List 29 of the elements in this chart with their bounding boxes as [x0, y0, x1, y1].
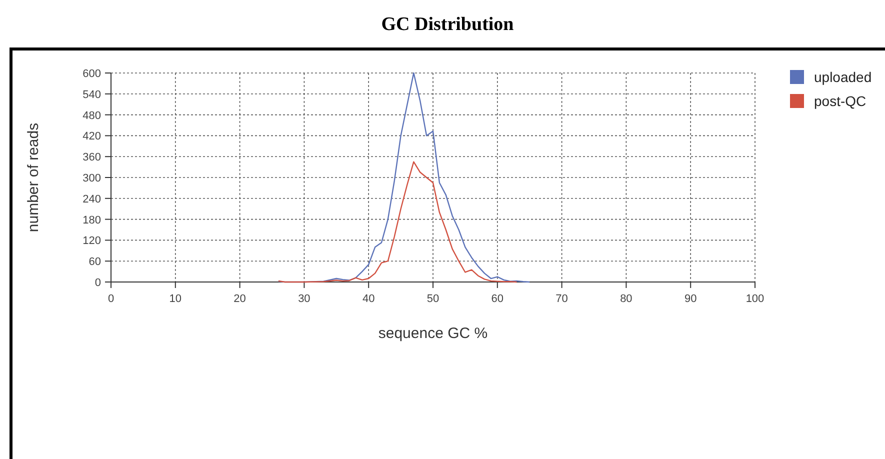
x-tick-label: 50: [426, 293, 440, 305]
chart-title: GC Distribution: [381, 14, 514, 35]
legend-label: post-QC: [814, 93, 866, 109]
x-tick-label: 20: [234, 293, 246, 305]
y-tick-label: 600: [82, 68, 101, 80]
x-tick-label: 60: [491, 293, 504, 305]
y-tick-label: 360: [82, 152, 101, 164]
x-tick-label: 40: [362, 293, 375, 305]
y-axis-title: number of reads: [25, 122, 42, 232]
y-tick-label: 180: [82, 214, 101, 226]
y-tick-label: 0: [94, 277, 101, 289]
line-series: [278, 72, 530, 283]
x-tick-label: 70: [556, 293, 568, 305]
y-tick-label: 60: [88, 256, 101, 268]
x-tick-label: 100: [746, 293, 764, 305]
x-tick-label: 80: [620, 293, 632, 305]
y-tick-label: 120: [82, 235, 101, 248]
y-tick-label: 240: [82, 193, 101, 206]
x-tick-label: 30: [298, 293, 310, 305]
x-tick-label: 0: [108, 293, 114, 305]
y-tick-label: 480: [82, 110, 101, 122]
x-tick-label: 10: [169, 293, 182, 305]
legend-label: uploaded: [814, 69, 872, 85]
y-tick-label: 540: [82, 88, 101, 101]
x-tick-label: 90: [684, 293, 697, 305]
line-series: [278, 161, 518, 283]
y-tick-label: 300: [82, 172, 101, 184]
y-tick-label: 420: [82, 130, 101, 143]
x-axis-title: sequence GC %: [378, 325, 488, 342]
